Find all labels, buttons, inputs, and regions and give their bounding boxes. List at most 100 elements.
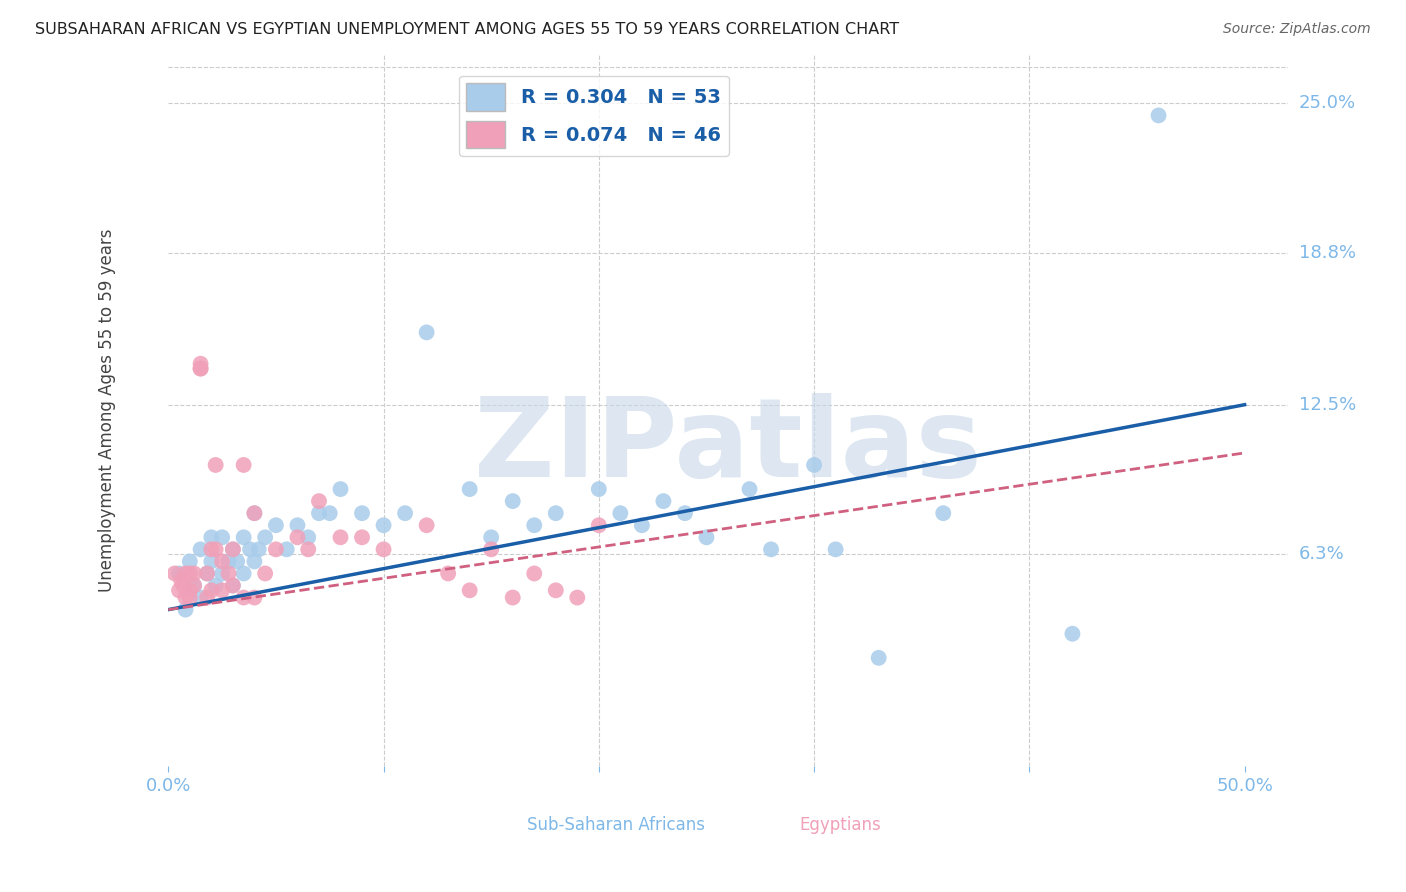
Point — [167, 583, 190, 598]
Point — [544, 506, 567, 520]
Text: Unemployment Among Ages 55 to 59 years: Unemployment Among Ages 55 to 59 years — [98, 229, 115, 592]
Point — [222, 542, 245, 557]
Point — [211, 566, 233, 581]
Point — [254, 530, 277, 544]
Point — [183, 578, 205, 592]
Point — [350, 530, 373, 544]
Point — [222, 542, 245, 557]
Point — [308, 494, 330, 508]
Text: Source: ZipAtlas.com: Source: ZipAtlas.com — [1223, 22, 1371, 37]
Point — [190, 542, 212, 557]
Point — [932, 506, 955, 520]
Point — [287, 530, 309, 544]
Point — [179, 566, 201, 581]
Point — [1147, 108, 1170, 122]
Point — [868, 650, 890, 665]
Point — [264, 542, 287, 557]
Point — [243, 554, 266, 568]
Point — [276, 542, 298, 557]
Point — [190, 361, 212, 376]
Point — [247, 542, 270, 557]
Point — [222, 578, 245, 592]
Point — [1062, 626, 1084, 640]
Point — [172, 578, 194, 592]
Point — [350, 506, 373, 520]
Point — [183, 566, 205, 581]
Point — [588, 482, 610, 496]
Point — [195, 566, 218, 581]
Point — [437, 566, 460, 581]
Point — [211, 530, 233, 544]
Point — [204, 458, 226, 472]
Point — [673, 506, 696, 520]
Point — [190, 591, 212, 605]
Point — [218, 554, 240, 568]
Point — [200, 530, 222, 544]
Point — [264, 518, 287, 533]
Point — [567, 591, 589, 605]
Point — [329, 482, 352, 496]
Point — [211, 554, 233, 568]
Point — [183, 578, 205, 592]
Point — [218, 566, 240, 581]
Point — [523, 518, 546, 533]
Text: SUBSAHARAN AFRICAN VS EGYPTIAN UNEMPLOYMENT AMONG AGES 55 TO 59 YEARS CORRELATIO: SUBSAHARAN AFRICAN VS EGYPTIAN UNEMPLOYM… — [35, 22, 900, 37]
Point — [243, 506, 266, 520]
Point — [232, 458, 254, 472]
Point — [824, 542, 846, 557]
Point — [170, 574, 193, 588]
Point — [232, 591, 254, 605]
Point — [190, 357, 212, 371]
Point — [415, 326, 437, 340]
Point — [200, 583, 222, 598]
Point — [415, 518, 437, 533]
Point — [232, 566, 254, 581]
Point — [243, 591, 266, 605]
Point — [631, 518, 654, 533]
Point — [479, 530, 502, 544]
Point — [226, 554, 249, 568]
Point — [588, 518, 610, 533]
Point — [167, 566, 190, 581]
Text: Egyptians: Egyptians — [799, 816, 880, 834]
Text: 18.8%: 18.8% — [1299, 244, 1355, 262]
Point — [544, 583, 567, 598]
Point — [195, 591, 218, 605]
Point — [297, 542, 319, 557]
Point — [373, 542, 395, 557]
Point — [174, 566, 197, 581]
Legend: R = 0.304   N = 53, R = 0.074   N = 46: R = 0.304 N = 53, R = 0.074 N = 46 — [458, 76, 728, 156]
Text: 12.5%: 12.5% — [1299, 396, 1357, 414]
Point — [179, 554, 201, 568]
Point — [458, 583, 481, 598]
Point — [609, 506, 631, 520]
Point — [204, 578, 226, 592]
Point — [222, 578, 245, 592]
Point — [211, 583, 233, 598]
Point — [174, 591, 197, 605]
Text: 25.0%: 25.0% — [1299, 95, 1355, 112]
Point — [523, 566, 546, 581]
Point — [179, 591, 201, 605]
Point — [759, 542, 782, 557]
Point — [394, 506, 416, 520]
Point — [695, 530, 717, 544]
Text: ZIPatlas: ZIPatlas — [474, 392, 981, 500]
Point — [239, 542, 262, 557]
Point — [803, 458, 825, 472]
Point — [458, 482, 481, 496]
Point — [502, 494, 524, 508]
Point — [297, 530, 319, 544]
Point — [373, 518, 395, 533]
Point — [163, 566, 186, 581]
Point — [232, 530, 254, 544]
Point — [308, 506, 330, 520]
Point — [479, 542, 502, 557]
Point — [738, 482, 761, 496]
Point — [174, 602, 197, 616]
Point — [652, 494, 675, 508]
Text: 6.3%: 6.3% — [1299, 545, 1344, 563]
Point — [254, 566, 277, 581]
Point — [200, 542, 222, 557]
Point — [243, 506, 266, 520]
